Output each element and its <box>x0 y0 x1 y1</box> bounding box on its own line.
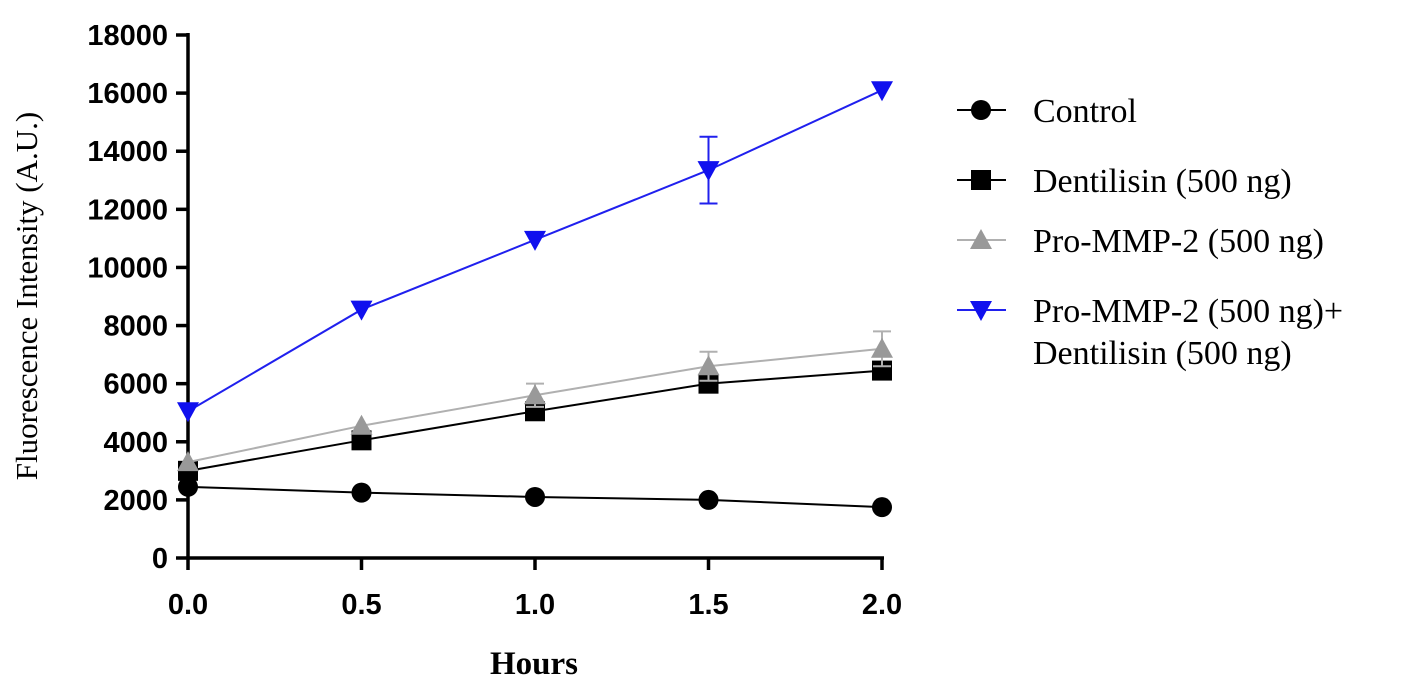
y-tick-label: 0 <box>152 543 168 575</box>
data-point <box>872 497 892 518</box>
y-tick-label: 4000 <box>103 427 168 459</box>
legend-item-2: Pro-MMP-2 (500 ng) <box>957 223 1324 260</box>
x-tick-label: 2.0 <box>862 589 902 621</box>
legend-label: Pro-MMP-2 (500 ng)+ <box>1033 293 1343 330</box>
y-tick-label: 18000 <box>87 20 168 52</box>
x-tick-label: 0.5 <box>341 589 381 621</box>
x-tick-label: 0.0 <box>168 589 208 621</box>
data-point <box>698 373 719 394</box>
y-tick-label: 6000 <box>103 369 168 401</box>
legend-label: Pro-MMP-2 (500 ng) <box>1033 223 1324 260</box>
data-point <box>871 81 893 102</box>
x-tick-label: 1.5 <box>688 589 728 621</box>
axes: 0 2000 4000 6000 8000 10000 12000 14000 16000 180… <box>87 20 902 621</box>
data-point <box>698 489 719 510</box>
data-point <box>524 384 546 405</box>
data-point <box>524 230 546 251</box>
y-tick-label: 16000 <box>87 78 168 110</box>
legend-label: Dentilisin (500 ng) <box>1033 163 1292 200</box>
legend-label: Dentilisin (500 ng) <box>1033 335 1292 372</box>
data-point <box>697 355 720 376</box>
x-axis-label: Hours <box>490 646 578 682</box>
x-tick-label: 1.0 <box>515 589 555 621</box>
series-1 <box>178 360 892 481</box>
legend-label: Control <box>1033 93 1137 130</box>
data-point <box>177 451 199 472</box>
data-point <box>177 402 199 423</box>
data-point <box>697 161 720 182</box>
data-point <box>350 414 373 435</box>
series-3 <box>177 81 893 423</box>
data-point <box>350 300 373 321</box>
data-point <box>525 486 545 507</box>
series-2 <box>177 330 893 472</box>
data-point <box>351 482 372 503</box>
legend-marker <box>971 100 991 120</box>
legend-marker <box>970 229 992 249</box>
series-layer <box>177 81 893 518</box>
legend-item-3: Pro-MMP-2 (500 ng)+ Dentilisin (500 ng) <box>957 293 1343 372</box>
y-axis-label: Fluorescence Intensity (A.U.) <box>9 112 44 480</box>
legend-marker <box>970 301 992 321</box>
y-tick-label: 12000 <box>87 194 168 226</box>
data-point <box>178 476 198 497</box>
data-point <box>871 337 893 358</box>
series-0 <box>178 476 892 518</box>
legend-marker <box>971 170 991 190</box>
y-tick-label: 8000 <box>103 311 168 343</box>
legend-item-1: Dentilisin (500 ng) <box>957 163 1292 200</box>
y-tick-label: 14000 <box>87 136 168 168</box>
y-tick-label: 10000 <box>87 252 168 284</box>
data-point <box>351 430 372 451</box>
legend-item-0: Control <box>957 93 1137 130</box>
y-tick-label: 2000 <box>103 485 168 517</box>
